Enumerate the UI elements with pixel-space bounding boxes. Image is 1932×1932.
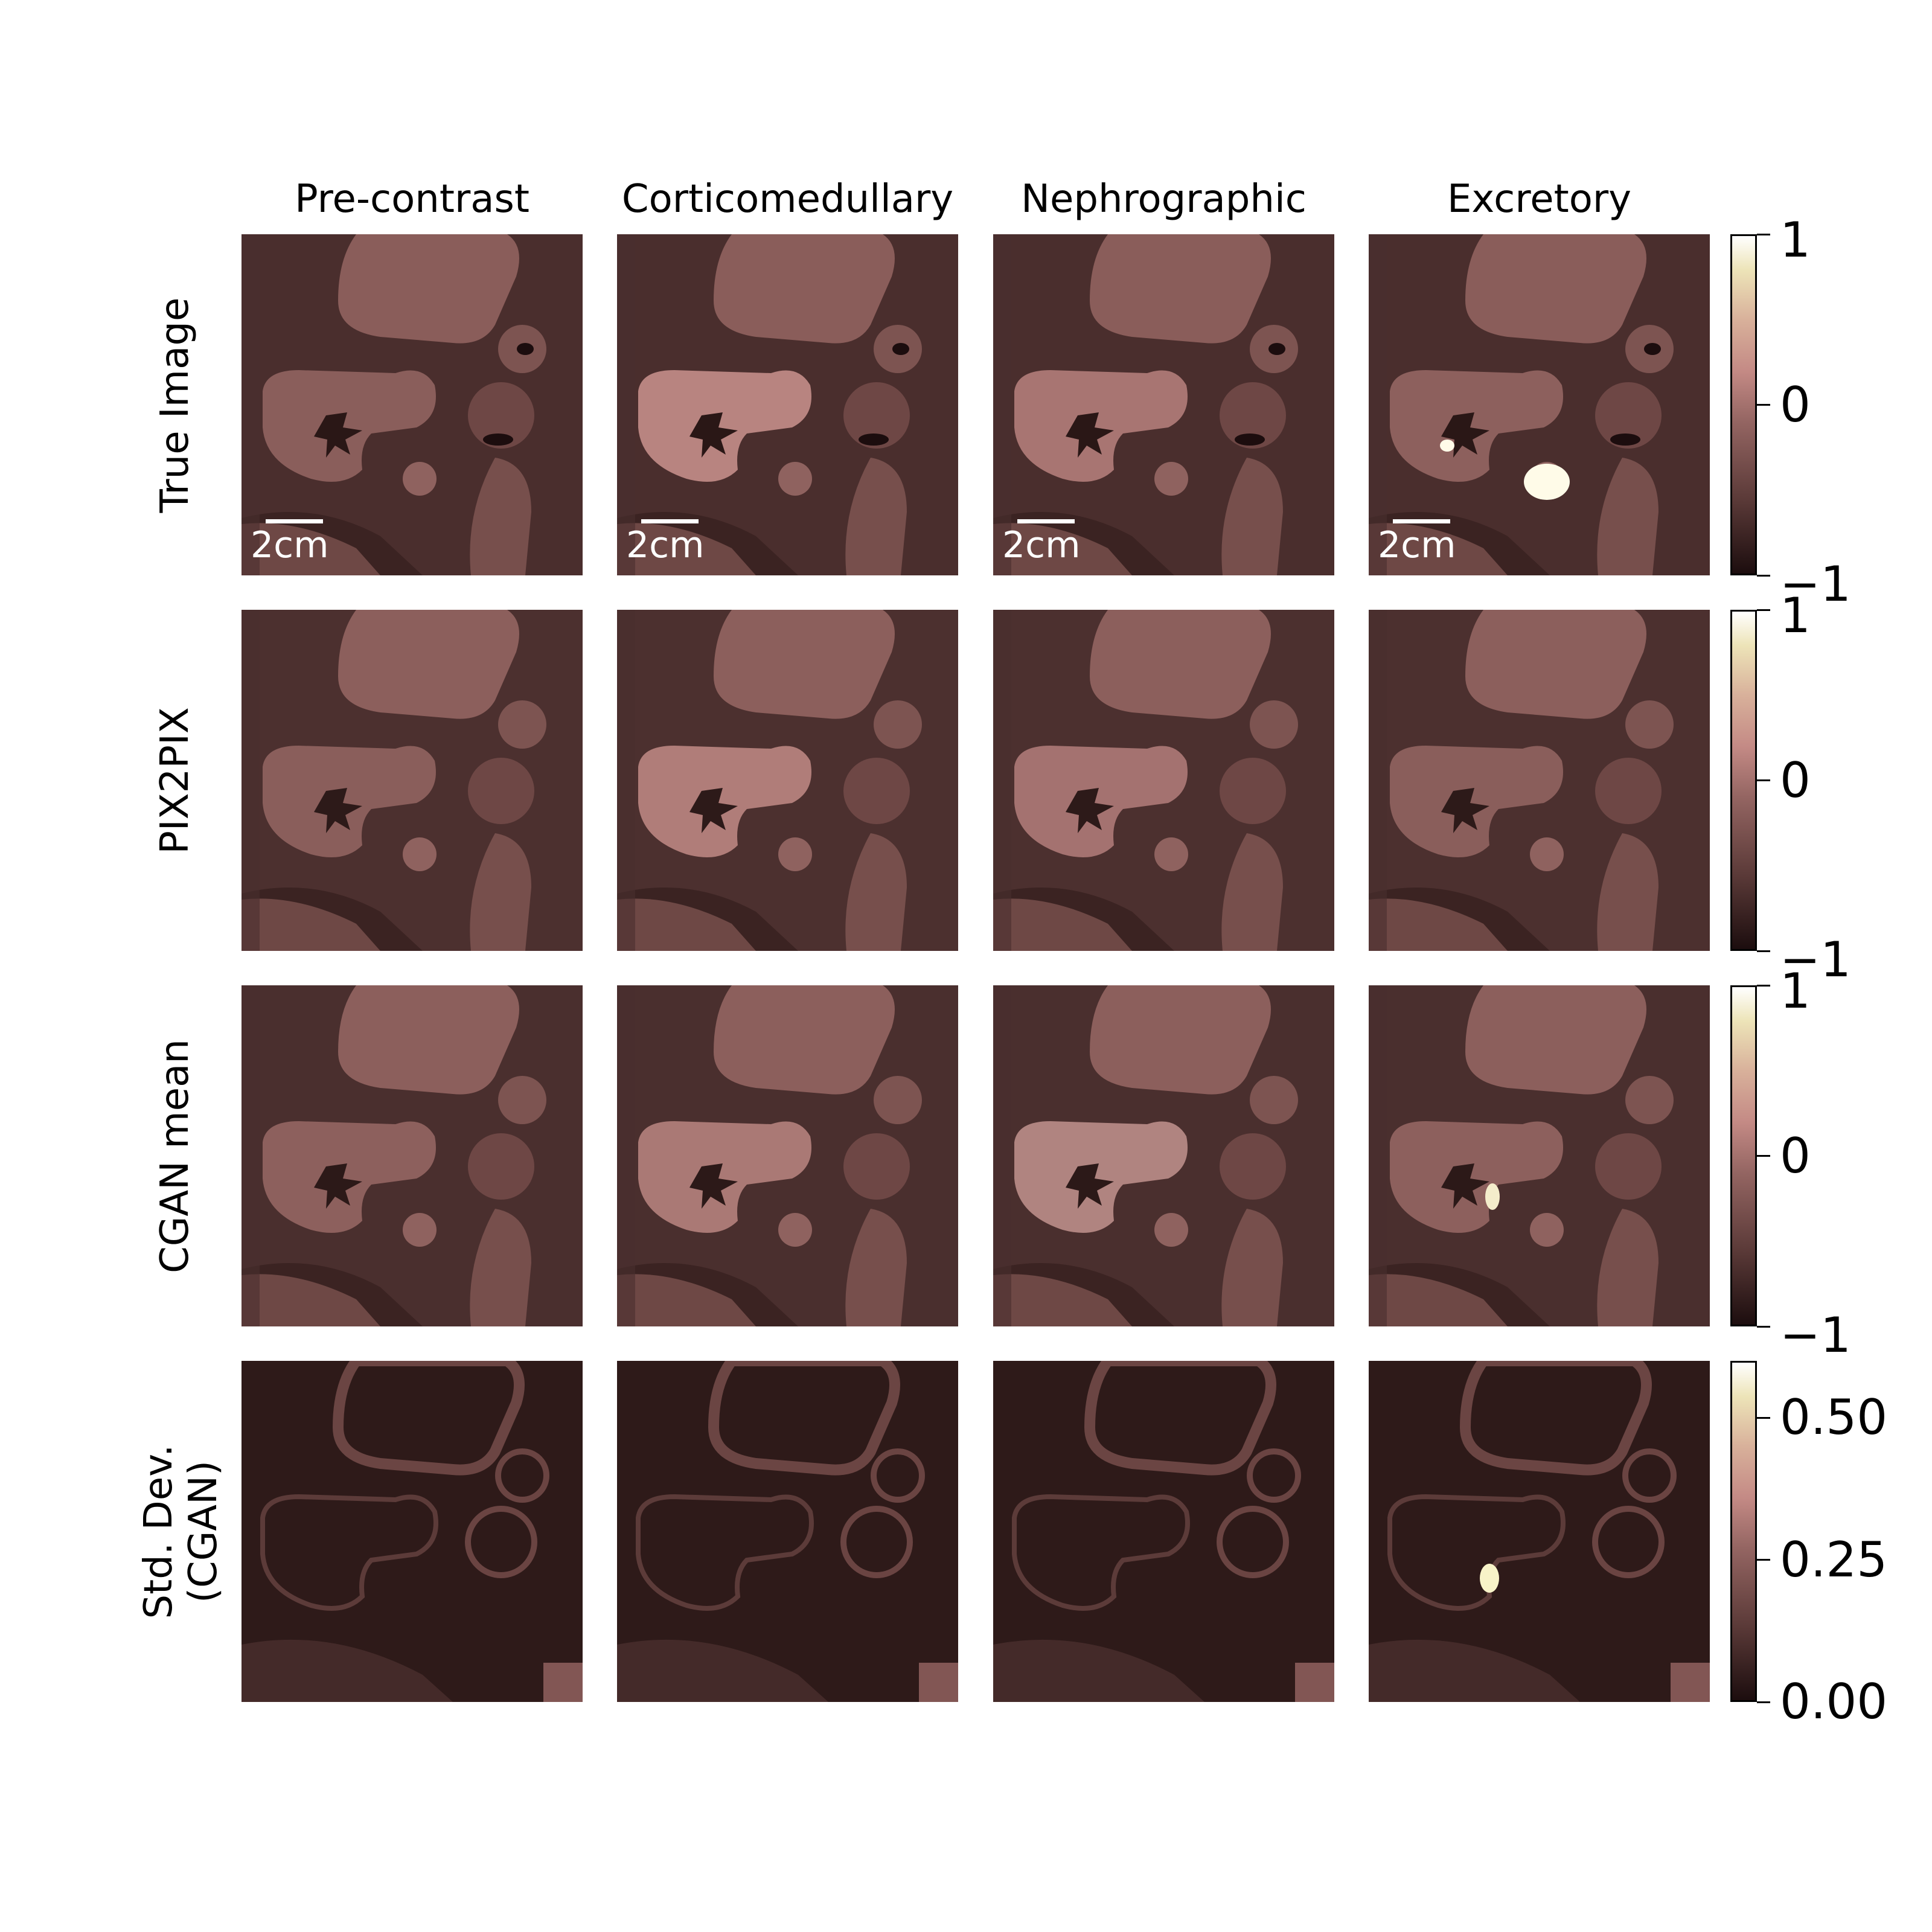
image-panel <box>617 610 958 951</box>
image-panel: 2cm <box>1369 234 1710 575</box>
row-label: True Image <box>153 297 197 513</box>
colorbar <box>1730 1361 1757 1702</box>
scale-bar <box>266 519 323 523</box>
colorbar-tick <box>1757 404 1770 406</box>
ct-scan-image <box>1369 985 1710 1326</box>
scale-bar-label: 2cm <box>1002 524 1081 566</box>
ct-scan-image <box>1369 1361 1710 1702</box>
image-panel <box>617 985 958 1326</box>
image-panel <box>993 1361 1334 1702</box>
colorbar-tick-label: −1 <box>1780 1307 1851 1363</box>
colorbar-tick-label: 0.25 <box>1780 1531 1888 1588</box>
ct-scan-image <box>242 985 583 1326</box>
colorbar-tick-label: 1 <box>1780 963 1811 1019</box>
column-title: Corticomedullary <box>621 177 954 222</box>
column-title: Pre-contrast <box>295 177 529 222</box>
image-panel: 2cm <box>993 234 1334 575</box>
colorbar-tick <box>1757 609 1770 611</box>
image-panel: 2cm <box>242 234 583 575</box>
colorbar-tick <box>1757 984 1770 987</box>
row-label: PIX2PIX <box>153 706 197 854</box>
colorbar-tick <box>1757 233 1770 235</box>
colorbar <box>1730 610 1757 951</box>
ct-scan-image: 2cm <box>617 234 958 575</box>
ct-scan-image <box>617 610 958 951</box>
ct-scan-image: 2cm <box>1369 234 1710 575</box>
ct-scan-image <box>617 1361 958 1702</box>
scale-bar-label: 2cm <box>1378 524 1456 566</box>
image-panel <box>993 985 1334 1326</box>
colorbar-tick <box>1757 1416 1770 1419</box>
colorbar-tick-label: −1 <box>1780 932 1851 988</box>
colorbar <box>1730 234 1757 575</box>
scale-bar <box>1017 519 1075 523</box>
colorbar-tick-label: 0.50 <box>1780 1389 1888 1446</box>
colorbar-tick <box>1757 1701 1770 1703</box>
colorbar <box>1730 985 1757 1326</box>
ct-scan-image <box>993 610 1334 951</box>
ct-scan-image <box>993 985 1334 1326</box>
image-panel <box>1369 985 1710 1326</box>
colorbar-tick <box>1757 779 1770 781</box>
image-panel <box>1369 610 1710 951</box>
colorbar-tick <box>1757 1155 1770 1157</box>
colorbar-tick <box>1757 1325 1770 1328</box>
ct-scan-image <box>242 1361 583 1702</box>
image-panel <box>242 1361 583 1702</box>
colorbar-tick-label: 0.00 <box>1780 1674 1888 1730</box>
image-panel <box>242 985 583 1326</box>
image-panel <box>617 1361 958 1702</box>
scale-bar <box>641 519 699 523</box>
image-panel <box>242 610 583 951</box>
image-panel <box>1369 1361 1710 1702</box>
ct-scan-image: 2cm <box>993 234 1334 575</box>
image-panel: 2cm <box>617 234 958 575</box>
colorbar-tick <box>1757 1559 1770 1561</box>
scale-bar-label: 2cm <box>251 524 329 566</box>
ct-scan-image <box>1369 610 1710 951</box>
colorbar-tick-label: 0 <box>1780 752 1811 808</box>
row-label: Std. Dev. (CGAN) <box>136 1444 226 1619</box>
ct-scan-image <box>242 610 583 951</box>
scale-bar-label: 2cm <box>626 524 705 566</box>
ct-scan-image: 2cm <box>242 234 583 575</box>
colorbar-tick-label: 0 <box>1780 376 1811 433</box>
ct-scan-image <box>993 1361 1334 1702</box>
column-title: Nephrographic <box>1021 177 1307 222</box>
colorbar-tick-label: 0 <box>1780 1127 1811 1184</box>
colorbar-tick-label: −1 <box>1780 556 1851 612</box>
column-title: Excretory <box>1447 177 1632 222</box>
colorbar-tick <box>1757 574 1770 577</box>
ct-scan-image <box>617 985 958 1326</box>
colorbar-tick-label: 1 <box>1780 587 1811 644</box>
scale-bar <box>1393 519 1450 523</box>
colorbar-tick-label: 1 <box>1780 212 1811 268</box>
image-panel <box>993 610 1334 951</box>
row-label: CGAN mean <box>153 1038 197 1273</box>
colorbar-tick <box>1757 950 1770 952</box>
